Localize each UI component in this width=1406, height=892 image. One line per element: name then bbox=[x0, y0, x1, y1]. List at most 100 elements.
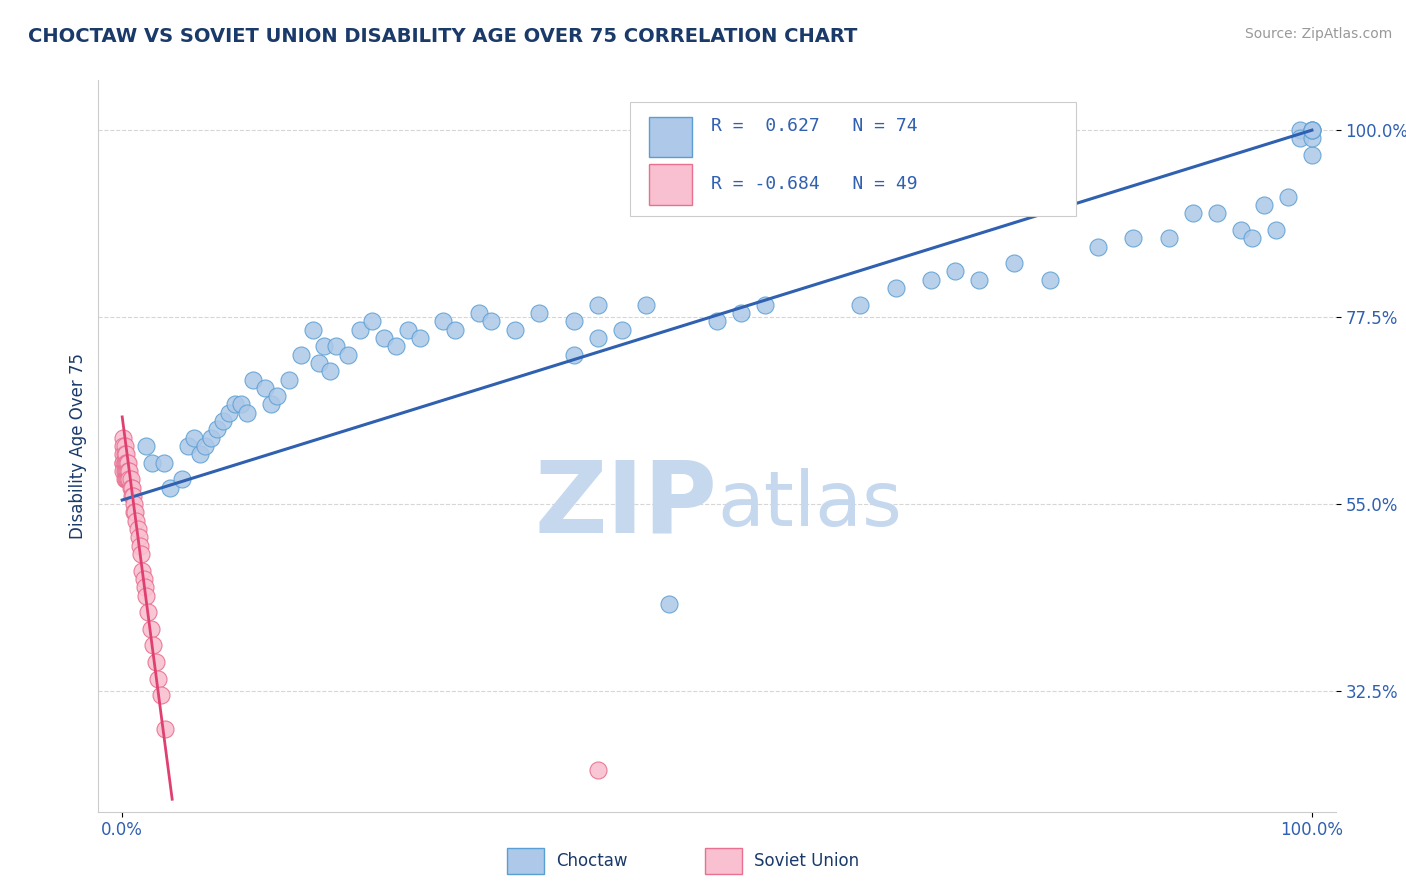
Point bbox=[117, 472, 139, 486]
Point bbox=[408, 331, 430, 345]
Point bbox=[1253, 198, 1275, 212]
Point bbox=[146, 672, 169, 686]
Point bbox=[120, 481, 142, 495]
Point bbox=[129, 539, 152, 553]
Point bbox=[1289, 131, 1312, 145]
Point bbox=[658, 597, 681, 611]
Point bbox=[114, 472, 136, 486]
Point bbox=[212, 414, 235, 428]
Point bbox=[373, 331, 395, 345]
Point bbox=[586, 331, 609, 345]
Point bbox=[115, 464, 138, 478]
Point bbox=[1265, 223, 1288, 237]
Point bbox=[121, 489, 143, 503]
Point bbox=[706, 314, 728, 328]
FancyBboxPatch shape bbox=[630, 103, 1076, 216]
Text: ZIP: ZIP bbox=[534, 456, 717, 553]
Point bbox=[290, 348, 312, 362]
Point bbox=[1289, 123, 1312, 137]
Point bbox=[114, 456, 136, 470]
Point bbox=[610, 323, 633, 337]
Point bbox=[122, 497, 145, 511]
Point bbox=[224, 397, 246, 411]
Point bbox=[849, 298, 872, 312]
Point bbox=[1301, 123, 1323, 137]
Point bbox=[1301, 148, 1323, 162]
Point bbox=[301, 323, 323, 337]
Point bbox=[479, 314, 502, 328]
Point bbox=[1241, 231, 1264, 245]
Point bbox=[142, 639, 165, 653]
Point bbox=[943, 264, 966, 278]
Point bbox=[920, 273, 942, 287]
Point bbox=[122, 489, 145, 503]
Point bbox=[444, 323, 467, 337]
Point bbox=[131, 564, 153, 578]
Point bbox=[117, 456, 139, 470]
Point bbox=[115, 472, 138, 486]
Point bbox=[114, 447, 136, 461]
Point bbox=[396, 323, 419, 337]
Text: R = -0.684   N = 49: R = -0.684 N = 49 bbox=[711, 175, 918, 194]
Point bbox=[586, 763, 609, 777]
Point bbox=[127, 522, 149, 536]
Point bbox=[138, 605, 160, 619]
Point bbox=[266, 389, 288, 403]
Point bbox=[754, 298, 776, 312]
Point bbox=[385, 339, 408, 353]
Point bbox=[1122, 231, 1144, 245]
Point bbox=[218, 406, 240, 420]
Text: Soviet Union: Soviet Union bbox=[754, 852, 859, 870]
Point bbox=[112, 456, 135, 470]
Point bbox=[118, 464, 141, 478]
Point bbox=[432, 314, 454, 328]
Y-axis label: Disability Age Over 75: Disability Age Over 75 bbox=[69, 353, 87, 539]
Point bbox=[1205, 206, 1227, 220]
Point bbox=[468, 306, 491, 320]
Point bbox=[112, 439, 135, 453]
Point bbox=[319, 364, 342, 378]
FancyBboxPatch shape bbox=[650, 164, 692, 204]
Point bbox=[200, 431, 222, 445]
Point bbox=[135, 589, 157, 603]
Point bbox=[253, 381, 276, 395]
Point bbox=[125, 514, 148, 528]
Point bbox=[349, 323, 371, 337]
Point bbox=[562, 314, 585, 328]
Point bbox=[337, 348, 360, 362]
Point bbox=[1004, 256, 1026, 270]
Point bbox=[153, 722, 176, 736]
Point bbox=[1301, 131, 1323, 145]
Point bbox=[124, 506, 146, 520]
Point bbox=[120, 472, 142, 486]
Point bbox=[562, 348, 585, 362]
Text: Source: ZipAtlas.com: Source: ZipAtlas.com bbox=[1244, 27, 1392, 41]
Point bbox=[308, 356, 330, 370]
Point bbox=[112, 431, 135, 445]
Point bbox=[122, 506, 145, 520]
Point bbox=[884, 281, 907, 295]
Point bbox=[145, 655, 167, 669]
Point bbox=[967, 273, 990, 287]
Point bbox=[236, 406, 259, 420]
Point bbox=[325, 339, 347, 353]
Point bbox=[1277, 189, 1299, 203]
Point bbox=[129, 547, 152, 561]
FancyBboxPatch shape bbox=[704, 848, 742, 874]
Point bbox=[112, 464, 135, 478]
Point bbox=[207, 422, 229, 436]
Point bbox=[176, 439, 198, 453]
Point bbox=[117, 464, 139, 478]
Point bbox=[114, 439, 136, 453]
Point bbox=[634, 298, 657, 312]
Point bbox=[260, 397, 283, 411]
Point bbox=[118, 472, 141, 486]
Point bbox=[121, 481, 143, 495]
Point bbox=[231, 397, 253, 411]
Point bbox=[527, 306, 550, 320]
Point bbox=[114, 472, 136, 486]
Point bbox=[242, 372, 264, 386]
Point bbox=[1087, 239, 1109, 253]
Point bbox=[139, 622, 162, 636]
Point bbox=[132, 572, 155, 586]
